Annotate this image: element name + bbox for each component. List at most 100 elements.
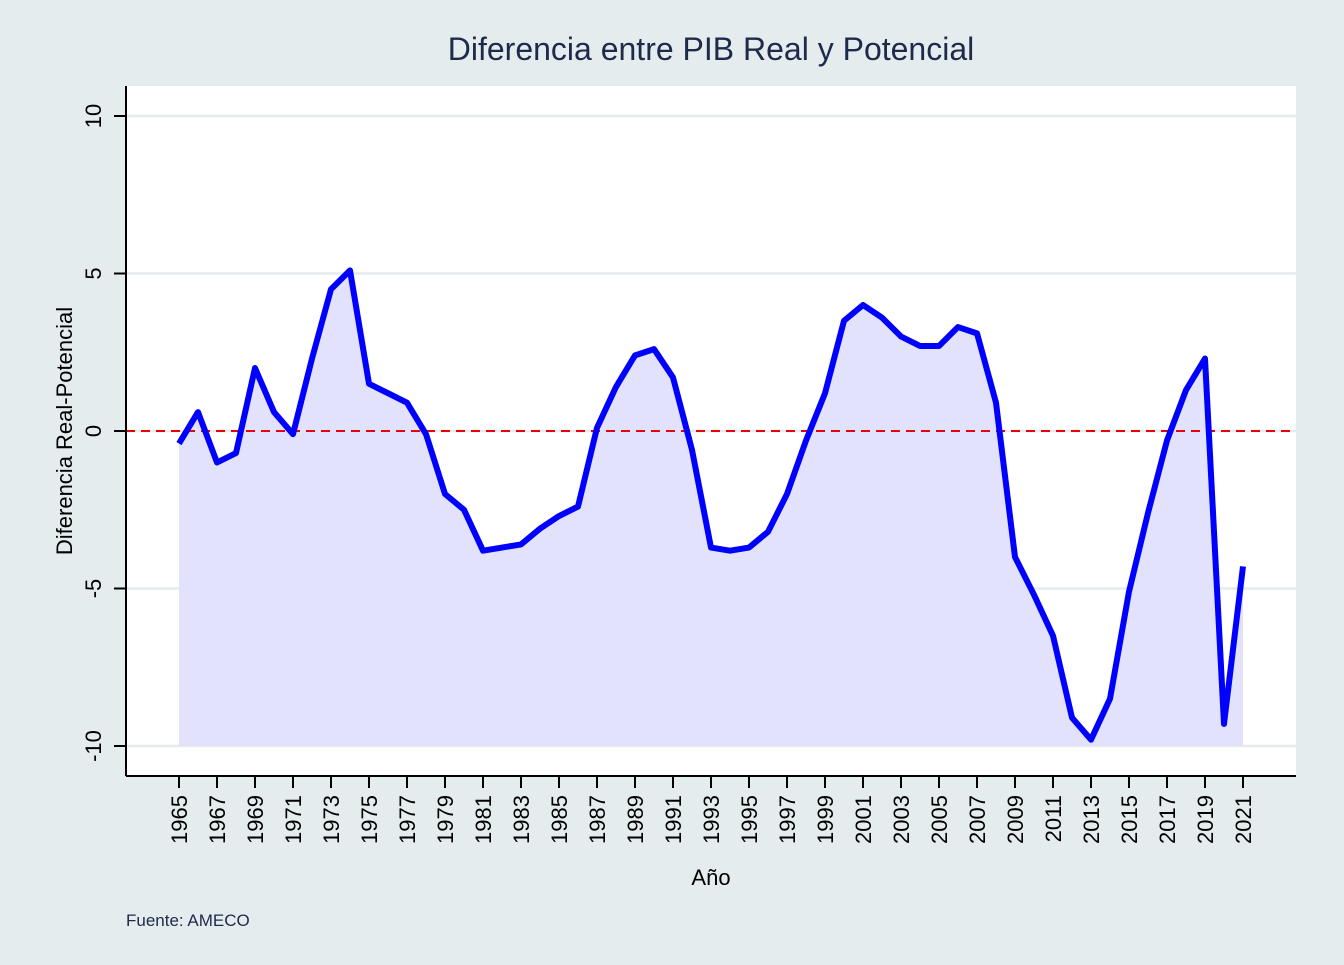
- x-tick-label: 1981: [471, 795, 496, 844]
- data-point: [841, 318, 847, 324]
- data-point: [784, 491, 790, 497]
- data-point: [1183, 387, 1189, 393]
- data-point: [518, 541, 524, 547]
- x-tick-label: 2003: [889, 795, 914, 844]
- y-axis-label: Diferencia Real-Potencial: [52, 307, 77, 555]
- data-point: [879, 315, 885, 321]
- x-tick-label: 1985: [547, 795, 572, 844]
- x-tick-label: 1965: [167, 795, 192, 844]
- data-point: [480, 548, 486, 554]
- data-point: [271, 409, 277, 415]
- data-point: [1126, 589, 1132, 595]
- data-point: [670, 374, 676, 380]
- x-tick-label: 2011: [1041, 795, 1066, 842]
- x-tick-label: 1967: [205, 795, 230, 844]
- data-point: [537, 526, 543, 532]
- data-point: [746, 545, 752, 551]
- data-point: [328, 286, 334, 292]
- data-point: [727, 548, 733, 554]
- data-point: [233, 450, 239, 456]
- x-tick-label: 2005: [927, 795, 952, 844]
- data-point: [1221, 721, 1227, 727]
- y-axis-ticks: -10 -5 0 5 10: [81, 104, 126, 762]
- x-tick-label: 2007: [965, 795, 990, 844]
- data-point: [974, 330, 980, 336]
- data-point: [898, 334, 904, 340]
- data-point: [347, 267, 353, 273]
- data-point: [1050, 633, 1056, 639]
- x-tick-label: 2013: [1079, 795, 1104, 844]
- series-line: [176, 267, 1246, 743]
- data-point: [803, 437, 809, 443]
- data-point: [1107, 696, 1113, 702]
- y-tick-label: 5: [81, 267, 106, 279]
- data-point: [765, 529, 771, 535]
- x-tick-label: 1979: [433, 795, 458, 844]
- x-axis-label: Año: [691, 865, 730, 890]
- data-point: [290, 431, 296, 437]
- data-point: [1202, 356, 1208, 362]
- data-point: [214, 460, 220, 466]
- y-tick-label: 0: [81, 425, 106, 437]
- data-point: [860, 302, 866, 308]
- data-point: [499, 545, 505, 551]
- x-tick-label: 1997: [775, 795, 800, 844]
- x-tick-label: 1991: [661, 795, 686, 844]
- x-tick-label: 2021: [1231, 795, 1256, 844]
- y-tick-label: 10: [81, 104, 106, 128]
- x-tick-label: 2001: [851, 795, 876, 844]
- x-tick-label: 1973: [319, 795, 344, 844]
- data-point: [689, 447, 695, 453]
- data-point: [632, 352, 638, 358]
- data-point: [442, 491, 448, 497]
- data-point: [1240, 563, 1246, 569]
- y-tick-label: -5: [81, 579, 106, 599]
- data-point: [1069, 715, 1075, 721]
- data-point: [613, 384, 619, 390]
- data-point: [1031, 592, 1037, 598]
- x-tick-label: 1977: [395, 795, 420, 844]
- data-point: [252, 365, 258, 371]
- x-tick-label: 1999: [813, 795, 838, 844]
- data-point: [708, 545, 714, 551]
- data-point: [195, 409, 201, 415]
- x-tick-label: 2019: [1193, 795, 1218, 844]
- series-area: [179, 270, 1243, 746]
- data-point: [404, 400, 410, 406]
- data-point: [575, 504, 581, 510]
- data-point: [176, 441, 182, 447]
- data-point: [366, 381, 372, 387]
- data-point: [822, 390, 828, 396]
- data-point: [1145, 510, 1151, 516]
- data-point: [1164, 437, 1170, 443]
- x-tick-label: 2009: [1003, 795, 1028, 844]
- y-tick-label: -10: [81, 730, 106, 762]
- x-tick-label: 1989: [623, 795, 648, 844]
- data-point: [955, 324, 961, 330]
- x-tick-label: 1975: [357, 795, 382, 844]
- data-point: [309, 356, 315, 362]
- x-tick-label: 1987: [585, 795, 610, 844]
- x-tick-label: 2017: [1155, 795, 1180, 844]
- data-point: [594, 425, 600, 431]
- data-point: [936, 343, 942, 349]
- x-tick-label: 1971: [281, 795, 306, 844]
- data-point: [1012, 554, 1018, 560]
- x-tick-label: 2015: [1117, 795, 1142, 844]
- data-point: [461, 507, 467, 513]
- data-point: [556, 513, 562, 519]
- data-point: [993, 400, 999, 406]
- data-point: [651, 346, 657, 352]
- x-axis-ticks: 1965 1967 1969 1971 1973 1975 1977 1979 1981 1983…: [167, 776, 1256, 844]
- data-point: [1088, 737, 1094, 743]
- source-note: Fuente: AMECO: [126, 911, 250, 930]
- data-point: [423, 431, 429, 437]
- x-tick-label: 1969: [243, 795, 268, 844]
- data-point: [917, 343, 923, 349]
- x-tick-label: 1993: [699, 795, 724, 844]
- x-tick-label: 1983: [509, 795, 534, 844]
- x-tick-label: 1995: [737, 795, 762, 844]
- data-point: [385, 390, 391, 396]
